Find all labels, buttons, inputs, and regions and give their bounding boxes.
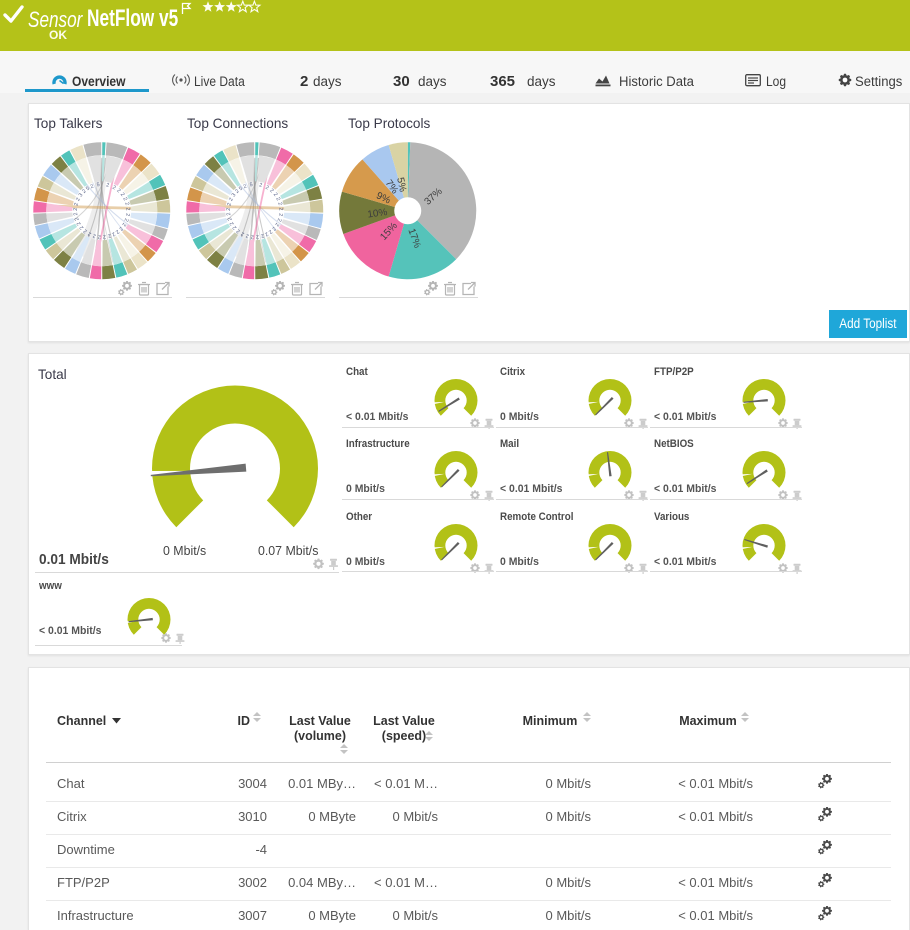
svg-text:2: 2: [227, 202, 234, 206]
svg-text:2: 2: [90, 183, 95, 190]
svg-text:3: 3: [78, 192, 85, 198]
svg-text:2: 2: [124, 207, 130, 210]
svg-text:2: 2: [114, 228, 120, 235]
svg-text:2: 2: [232, 224, 239, 230]
svg-text:2: 2: [228, 197, 235, 202]
svg-text:2: 2: [87, 230, 92, 237]
svg-text:10%: 10%: [367, 207, 388, 221]
svg-text:2: 2: [111, 230, 116, 237]
svg-text:2: 2: [277, 207, 283, 210]
svg-text:2: 2: [115, 188, 121, 195]
svg-text:5: 5: [249, 182, 253, 188]
svg-text:2: 2: [74, 217, 81, 222]
svg-text:3: 3: [231, 192, 238, 198]
svg-text:2: 2: [243, 183, 248, 190]
svg-text:2: 2: [267, 228, 273, 235]
svg-text:2: 2: [98, 233, 102, 239]
svg-text:2: 2: [256, 233, 260, 239]
svg-text:2: 2: [229, 221, 236, 227]
svg-text:2: 2: [260, 232, 265, 239]
svg-text:5: 5: [96, 182, 100, 188]
svg-text:5%: 5%: [394, 176, 408, 193]
svg-text:5: 5: [85, 186, 91, 193]
svg-text:2: 2: [73, 208, 79, 211]
svg-text:2: 2: [268, 188, 274, 195]
svg-text:2: 2: [81, 188, 87, 194]
svg-text:2: 2: [226, 208, 232, 211]
svg-text:2: 2: [226, 212, 232, 216]
svg-text:2: 2: [270, 225, 276, 231]
svg-text:2: 2: [123, 202, 130, 207]
svg-text:2: 2: [264, 230, 269, 237]
svg-text:2: 2: [227, 217, 234, 222]
svg-text:2: 2: [236, 228, 242, 235]
svg-text:2: 2: [76, 221, 83, 227]
svg-text:2: 2: [79, 224, 86, 230]
svg-text:2: 2: [74, 202, 81, 206]
svg-text:2: 2: [274, 196, 281, 201]
svg-text:2: 2: [277, 213, 283, 217]
svg-text:2: 2: [119, 192, 126, 198]
svg-text:2: 2: [111, 185, 116, 192]
svg-text:2: 2: [258, 182, 262, 189]
svg-text:2: 2: [92, 232, 97, 239]
svg-text:2: 2: [123, 217, 130, 222]
svg-text:2: 2: [251, 233, 255, 239]
svg-text:2: 2: [276, 202, 283, 207]
svg-text:2: 2: [264, 185, 269, 192]
svg-text:2: 2: [121, 196, 128, 201]
svg-text:2: 2: [245, 232, 250, 239]
svg-text:2: 2: [107, 232, 112, 239]
svg-text:2: 2: [73, 212, 79, 216]
svg-text:2: 2: [75, 197, 82, 202]
svg-text:2: 2: [120, 221, 127, 227]
svg-text:5: 5: [238, 186, 244, 193]
svg-text:2: 2: [234, 188, 240, 194]
svg-text:2: 2: [240, 230, 245, 237]
svg-text:2: 2: [103, 233, 107, 239]
svg-text:2: 2: [276, 217, 283, 222]
svg-text:2: 2: [272, 192, 279, 198]
svg-text:2: 2: [83, 228, 89, 235]
svg-text:2: 2: [105, 182, 109, 189]
svg-text:2: 2: [273, 221, 280, 227]
svg-text:2: 2: [124, 213, 130, 217]
svg-text:2: 2: [117, 225, 123, 231]
